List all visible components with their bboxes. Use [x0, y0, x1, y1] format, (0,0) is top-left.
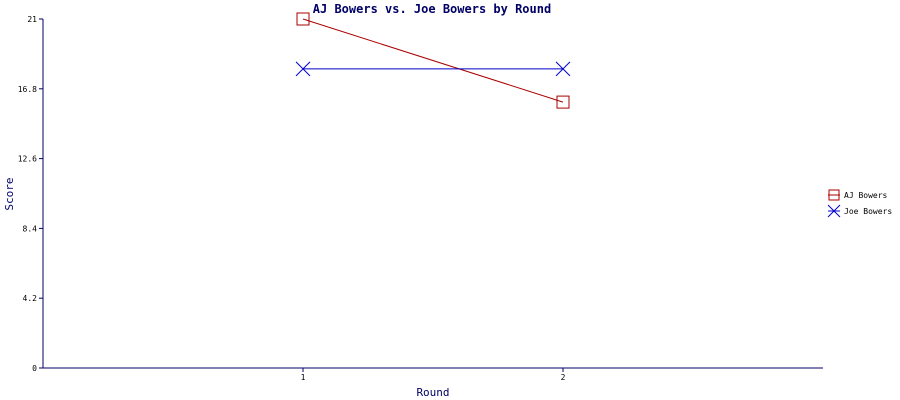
x-axis-title: Round [416, 386, 449, 399]
y-tick-label: 8.4 [23, 224, 38, 233]
data-point-aj-bowers [296, 12, 310, 26]
data-point-aj-bowers [556, 95, 570, 109]
y-tick-label: 16.8 [18, 85, 37, 94]
y-axis-title: Score [3, 177, 16, 210]
legend-swatch-marker [827, 204, 841, 218]
x-tick-label: 1 [301, 373, 306, 382]
x-tick-label: 2 [561, 373, 566, 382]
y-tick-label: 12.6 [18, 155, 37, 164]
y-tick-label: 4.2 [23, 294, 38, 303]
series-layer [295, 12, 571, 109]
legend: AJ Bowers Joe Bowers [827, 189, 892, 218]
y-tick-label: 0 [32, 364, 37, 373]
legend-label: AJ Bowers [844, 191, 888, 200]
data-point-joe-bowers [295, 61, 311, 77]
legend-item-joe-bowers: Joe Bowers [827, 204, 892, 218]
y-tick-label: 21 [27, 15, 37, 24]
legend-swatch-marker [828, 189, 840, 201]
chart-title: AJ Bowers vs. Joe Bowers by Round [313, 2, 551, 16]
legend-item-aj-bowers: AJ Bowers [828, 189, 888, 201]
legend-label: Joe Bowers [844, 207, 892, 216]
y-ticks: 0 4.2 8.4 12.6 16.8 21 [18, 15, 43, 373]
data-point-joe-bowers [555, 61, 571, 77]
series-line-aj-bowers [302, 18, 564, 103]
